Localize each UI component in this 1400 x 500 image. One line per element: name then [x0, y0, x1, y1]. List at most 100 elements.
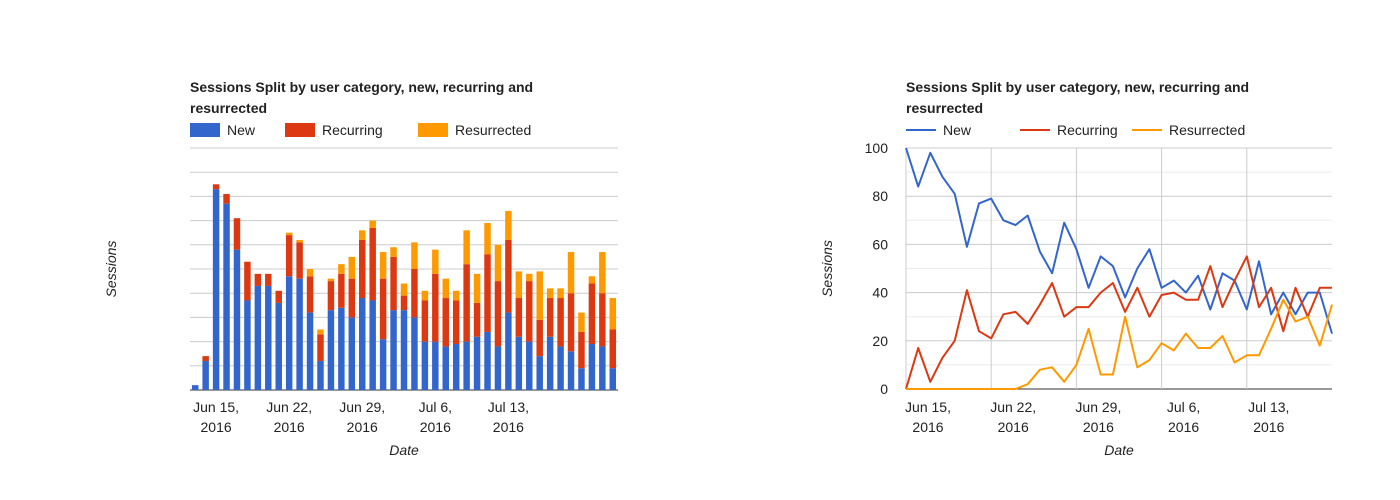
bar-segment [599, 293, 606, 347]
bar-segment [578, 331, 585, 369]
bar-segment [567, 252, 575, 294]
bar-segment [327, 281, 335, 311]
bar-segment [411, 242, 418, 269]
x-tick-label: 2016 [912, 419, 943, 435]
x-tick-label: 2016 [420, 419, 451, 435]
legend-label: Recurring [1057, 122, 1118, 138]
y-tick-label: 100 [865, 140, 889, 156]
bar-segment [609, 368, 617, 390]
bar-segment [473, 273, 481, 303]
bar-segment [369, 227, 376, 301]
bar-segment [463, 230, 470, 265]
bar-segment [348, 317, 356, 390]
chart-title-line: resurrected [906, 100, 983, 116]
x-tick-label: Jun 29, [339, 399, 385, 415]
bar-segment [494, 346, 502, 390]
x-tick-label: 2016 [1083, 419, 1114, 435]
bar-segment [317, 360, 324, 390]
bar-segment [348, 256, 356, 279]
x-tick-label: Jul 6, [1167, 399, 1200, 415]
bar-segment [421, 300, 429, 342]
bar-segment [254, 273, 262, 286]
bar-segment [505, 239, 512, 313]
bar-segment [317, 329, 324, 335]
y-tick-label: 20 [872, 333, 888, 349]
bar-segment [379, 252, 387, 279]
bar-segment [452, 290, 460, 301]
chart-title-line: Sessions Split by user category, new, re… [906, 79, 1249, 95]
legend-swatch [190, 123, 220, 137]
bar-segment [599, 252, 606, 294]
x-tick-label: 2016 [493, 419, 524, 435]
x-tick-label: 2016 [1253, 419, 1284, 435]
bar-segment [557, 298, 564, 347]
bar-segment [536, 356, 543, 390]
bar-segment [588, 344, 596, 390]
bar-segment [400, 295, 408, 311]
bar-segment [306, 312, 314, 390]
bar-segment [578, 312, 585, 332]
bar-segment [421, 341, 429, 390]
series-line [905, 255, 1332, 390]
bar-segment [609, 329, 617, 369]
bar-segment [473, 302, 481, 337]
chart-title-line: resurrected [190, 100, 267, 116]
bar-segment [536, 319, 543, 357]
x-axis-title: Date [1104, 442, 1134, 458]
bar-segment [244, 300, 251, 390]
x-axis-title: Date [389, 442, 419, 458]
bar-segment [306, 269, 314, 277]
bar-segment [567, 293, 575, 352]
bar-segment [484, 223, 491, 255]
bar-segment [317, 334, 324, 361]
bar-segment [546, 288, 554, 299]
bar-segment [421, 290, 429, 301]
x-tick-label: 2016 [274, 419, 305, 435]
bar-segment [327, 310, 335, 390]
bar-segment [233, 249, 241, 390]
legend-label: Resurrected [1169, 122, 1245, 138]
bar-segment [285, 235, 293, 277]
line-chart-panel: 0 20 40 60 80 100 Sessions Split by user categ… [700, 0, 1400, 500]
y-axis-title: Sessions [819, 240, 835, 297]
x-tick-label: 2016 [1168, 419, 1199, 435]
bar-segment [442, 278, 449, 299]
bar-segment [244, 261, 251, 301]
bar-segment [390, 247, 397, 257]
bar-segment [411, 269, 418, 318]
bar-segment [442, 298, 449, 347]
y-tick-label: 40 [872, 285, 888, 301]
bar-segment [567, 351, 575, 390]
chart-title-line: Sessions Split by user category, new, re… [190, 79, 533, 95]
bar-segment [484, 254, 491, 332]
x-tick-label: Jul 13, [488, 399, 529, 415]
bar-segment [526, 273, 533, 282]
y-axis-title: Sessions [103, 241, 119, 298]
bar-segment [223, 203, 230, 390]
bar-segment [515, 336, 523, 390]
bar-segment [338, 273, 345, 308]
bar-segment [400, 310, 408, 390]
legend-label: New [227, 122, 256, 138]
bar-segment [494, 244, 502, 282]
bar-segment [202, 356, 209, 361]
bar-segment [338, 264, 345, 274]
x-tick-label: 2016 [998, 419, 1029, 435]
stacked-bar-chart-panel: Sessions Split by user category, new, re… [103, 79, 618, 458]
legend-swatch [285, 123, 315, 137]
x-tick-label: Jun 15, [193, 399, 239, 415]
bar-segment [338, 307, 345, 390]
y-tick-label: 80 [872, 188, 888, 204]
bar-segment [390, 310, 397, 390]
bar-segment [369, 300, 376, 390]
bar-segment [452, 300, 460, 345]
bar-segment [400, 283, 408, 296]
bar-segment [265, 273, 272, 286]
x-tick-label: Jun 22, [266, 399, 312, 415]
line-chart: 0 20 40 60 80 100 Sessions Split by user categ… [819, 79, 1333, 458]
bar-segment [223, 193, 230, 204]
bar-segment [578, 368, 585, 390]
bar-segment [588, 276, 596, 284]
bar-segment [369, 220, 376, 228]
bar-segment [526, 341, 533, 390]
